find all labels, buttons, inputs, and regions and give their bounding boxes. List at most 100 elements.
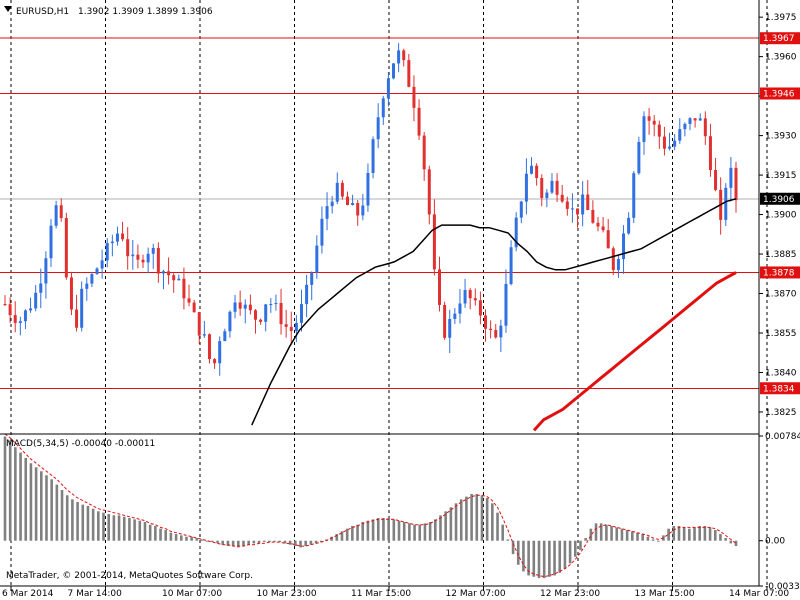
macd-bar [102,512,105,541]
macd-bar [397,520,401,541]
candle-body [386,78,390,99]
candle-body [248,304,252,311]
macd-bar [708,527,712,541]
candle-body [141,259,145,263]
macd-bar [91,508,95,541]
macd-bar [60,489,64,541]
macd-bar [351,526,354,541]
y-tick-label: 1.3855 [765,329,797,339]
y-tick-label: 1.3900 [765,211,797,221]
macd-bar [527,540,530,576]
candle-body [504,283,508,326]
candle-body [448,318,452,338]
candle-body [146,253,150,263]
macd-bar [71,499,74,541]
x-tick-label: 7 Mar 14:00 [68,589,123,599]
macd-bar [211,540,214,543]
candle-body [565,201,569,209]
macd-bar [288,540,292,545]
candle-body [560,194,564,202]
candle-body [105,243,109,261]
x-tick-label: 10 Mar 07:00 [162,589,222,599]
macd-bar [205,540,209,542]
candle-body [151,247,155,254]
candle-body [223,331,227,342]
macd-bar [631,531,634,541]
macd-bar [304,540,307,547]
candle-body [427,169,431,215]
macd-signal-line [4,433,737,578]
macd-bar [470,493,473,541]
macd-bar [122,516,126,541]
macd-bar [418,524,422,541]
x-tick-label: 10 Mar 23:00 [257,589,317,599]
macd-bar [340,531,344,541]
triangle-down-icon[interactable] [4,6,12,12]
y-tick-label: 1.3915 [765,171,797,181]
candle-body [274,303,278,305]
macd-bar [361,522,365,541]
macd-bar [382,518,385,541]
macd-bar [159,528,162,541]
candle-body [39,283,43,293]
macd-bar [314,540,318,544]
macd-bar [24,457,28,541]
candle-body [494,330,498,338]
macd-bar [636,532,639,541]
candle-body [478,300,482,316]
candle-body [49,225,53,259]
macd-bar [594,523,598,541]
candle-body [637,141,641,174]
candle-body [606,230,610,249]
macd-bar [242,540,245,547]
macd-bar [620,528,624,541]
candle-body [463,290,467,304]
candle-body [576,208,580,215]
candle-body [366,172,370,206]
macd-bar [356,524,359,541]
macd-bar [449,507,453,541]
chart-symbol: EURUSD,H1 [16,7,69,17]
candle-body [545,192,549,198]
candle-body [473,298,477,301]
candle-body [218,341,222,364]
macd-bar [713,530,717,541]
candle-body [294,322,298,331]
candle-body [570,208,574,210]
candle-body [284,324,288,327]
y-tick-label: 1.3960 [765,53,797,63]
candle-body [310,272,314,285]
candle-body [161,271,165,274]
macd-bar [573,540,577,557]
macd-bar [729,540,733,544]
candle-body [361,205,365,216]
candle-body [417,107,421,136]
macd-bar [693,527,696,541]
candle-body [392,63,396,79]
candle-body [356,202,360,216]
candle-body [115,233,119,242]
macd-bar [34,467,38,541]
macd-bar [387,518,390,541]
macd-bar [651,539,655,541]
macd-bar [86,505,90,541]
macd-bar [667,528,670,541]
candle-body [438,269,442,305]
macd-bar [29,463,33,541]
macd-bar [273,540,276,542]
macd-bar [190,536,193,541]
candle-body [376,117,380,140]
candle-body [110,241,114,244]
candle-body [29,308,33,311]
candle-body [555,180,559,195]
macd-bar [646,536,650,541]
candle-body [172,275,176,281]
candle-body [591,209,595,223]
macd-bar [475,493,479,541]
candle-body [407,60,411,87]
x-tick-label: 12 Mar 07:00 [446,589,506,599]
macd-bar [584,538,587,541]
macd-bar [3,436,7,541]
